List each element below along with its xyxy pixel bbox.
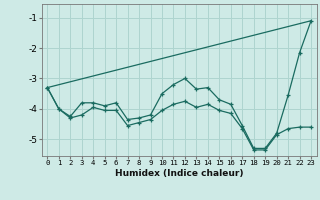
X-axis label: Humidex (Indice chaleur): Humidex (Indice chaleur) xyxy=(115,169,244,178)
